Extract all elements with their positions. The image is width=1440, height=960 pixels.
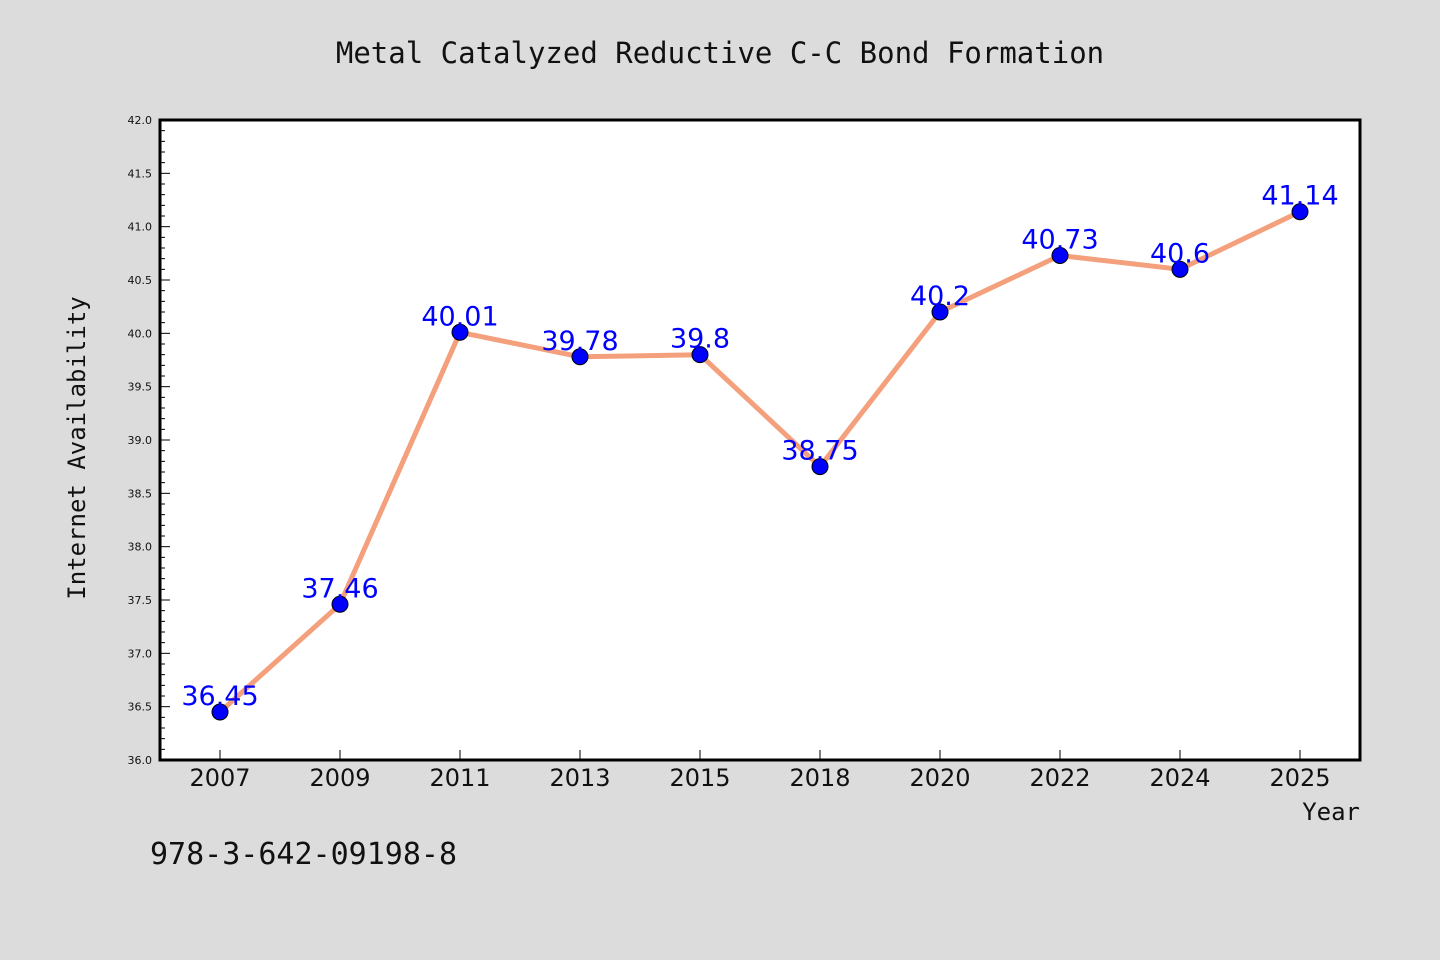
y-tick-label: 39.5 xyxy=(128,381,153,394)
x-tick-label: 2015 xyxy=(669,764,730,792)
y-tick-label: 40.0 xyxy=(128,327,153,340)
x-tick-label: 2018 xyxy=(789,764,850,792)
chart-title: Metal Catalyzed Reductive C-C Bond Forma… xyxy=(336,36,1104,70)
x-axis-label: Year xyxy=(1302,798,1360,826)
data-point xyxy=(331,595,349,613)
y-axis: 36.0 36.5 37.0 37.5 38.0 38.5 39.0 39.5 40.0 40.5… xyxy=(128,114,170,767)
x-tick-label: 2011 xyxy=(429,764,490,792)
x-tick-label: 2025 xyxy=(1269,764,1330,792)
data-label: 41.14 xyxy=(1261,181,1338,212)
data-label: 36.45 xyxy=(181,681,258,712)
data-point xyxy=(1291,203,1309,221)
data-point xyxy=(1171,260,1189,278)
x-tick-label: 2013 xyxy=(549,764,610,792)
data-point xyxy=(211,703,229,721)
data-point xyxy=(571,348,589,366)
data-point xyxy=(691,346,709,364)
y-tick-label: 39.0 xyxy=(128,434,153,447)
data-point xyxy=(451,323,469,341)
data-label: 37.46 xyxy=(301,573,378,604)
y-tick-label: 36.0 xyxy=(128,754,153,767)
plot-frame xyxy=(158,118,1362,762)
x-axis: 2007 2009 2011 2013 2015 2018 2020 2022 2024 2025 xyxy=(189,750,1331,792)
annotation-isbn: 978-3-642-09198-8 xyxy=(150,837,457,872)
data-label: 38.75 xyxy=(781,436,858,467)
series-line xyxy=(217,209,1303,715)
data-point xyxy=(811,458,829,476)
x-tick-label: 2007 xyxy=(189,764,250,792)
y-axis-label: Internet Availability xyxy=(63,296,91,599)
data-labels: 36.45 37.46 40.01 39.78 39.8 38.75 40.2 40.73 40… xyxy=(181,181,1338,712)
y-tick-label: 36.5 xyxy=(128,701,153,714)
y-tick-label: 37.5 xyxy=(128,594,153,607)
data-point xyxy=(1051,246,1069,264)
y-tick-label: 37.0 xyxy=(128,647,153,660)
data-label: 40.01 xyxy=(421,301,498,332)
plot-area xyxy=(160,120,1360,760)
y-tick-label: 38.5 xyxy=(128,487,153,500)
data-label: 39.8 xyxy=(670,324,730,355)
y-tick-label: 41.5 xyxy=(128,167,153,180)
data-label: 40.6 xyxy=(1150,238,1210,269)
x-tick-label: 2024 xyxy=(1149,764,1210,792)
x-tick-label: 2020 xyxy=(909,764,970,792)
data-label: 40.73 xyxy=(1021,224,1098,255)
series-markers xyxy=(211,203,1309,721)
y-tick-label: 40.5 xyxy=(128,274,153,287)
x-tick-label: 2022 xyxy=(1029,764,1090,792)
y-tick-label: 38.0 xyxy=(128,541,153,554)
y-tick-label: 41.0 xyxy=(128,221,153,234)
data-label: 40.2 xyxy=(910,281,970,312)
data-label: 39.78 xyxy=(541,326,618,357)
x-tick-label: 2009 xyxy=(309,764,370,792)
y-tick-label: 42.0 xyxy=(128,114,153,127)
data-point xyxy=(931,303,949,321)
